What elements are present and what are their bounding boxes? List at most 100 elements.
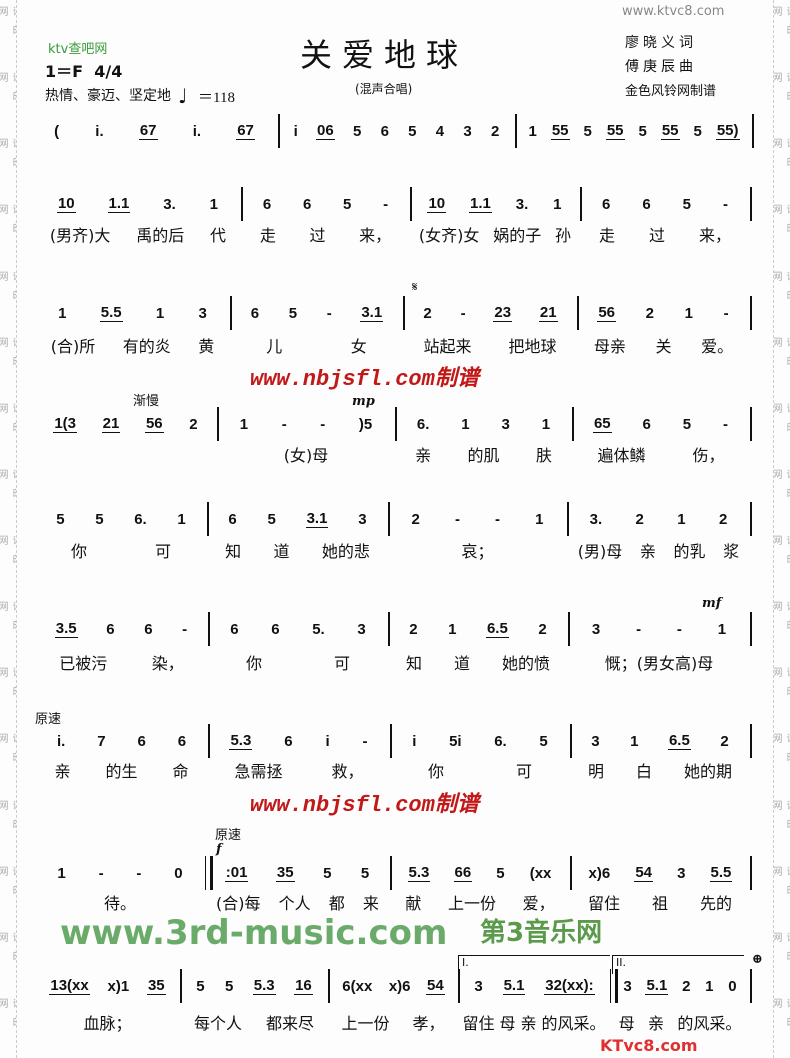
note: - bbox=[182, 620, 188, 638]
lyric-syllable: 亲 bbox=[54, 762, 71, 781]
tempo-bpm: ＝118 bbox=[198, 90, 235, 106]
note: 1 bbox=[541, 415, 551, 433]
lyric-syllable: (男齐)大 bbox=[49, 226, 111, 245]
note: 3 bbox=[501, 415, 510, 433]
note: 5 bbox=[323, 864, 332, 882]
note: 5 bbox=[267, 510, 276, 528]
note: 5 bbox=[225, 977, 234, 995]
lyric-syllable: 哀； bbox=[461, 542, 494, 561]
lyric-syllable: 的风采。 bbox=[677, 1014, 742, 1033]
note: 6. bbox=[134, 510, 147, 528]
note: 1 bbox=[209, 195, 219, 213]
note: 55 bbox=[550, 122, 570, 140]
barline bbox=[388, 502, 390, 536]
note: 5.1 bbox=[502, 977, 526, 995]
measure-notes: i. 7 6 6 bbox=[41, 730, 202, 752]
lyric-syllable: 慨；(男女高)母 bbox=[604, 654, 714, 673]
note: 66 bbox=[453, 864, 473, 882]
barline bbox=[230, 296, 232, 330]
margin-site-label: 词曲网 bbox=[773, 601, 790, 638]
watermark-ktvc8: www.ktvc8.com bbox=[622, 4, 725, 19]
lyrics: 亲 的肌 肤 bbox=[397, 442, 570, 465]
barline bbox=[750, 187, 752, 221]
key-value: 1＝F bbox=[45, 62, 84, 81]
note: 6 bbox=[144, 620, 153, 638]
note: - bbox=[723, 415, 729, 433]
left-margin-strip: 词曲网 词曲网 词曲网 词曲网 词曲网 词曲网 词曲网 词曲网 词曲网 词曲网 词曲网 词曲网 词曲网词… bbox=[0, 0, 17, 1058]
barline bbox=[572, 407, 574, 441]
margin-site-label: 词曲网 bbox=[0, 138, 17, 175]
barline bbox=[577, 296, 579, 330]
lyric-syllable: 每个人 bbox=[193, 1014, 242, 1033]
note: 6 bbox=[284, 732, 293, 750]
lyric-syllable: 爱， bbox=[522, 894, 555, 913]
note: 2 bbox=[682, 977, 691, 995]
lyric-syllable: 已被污 bbox=[59, 654, 108, 673]
barline bbox=[752, 114, 754, 148]
note: 5.5 bbox=[709, 864, 733, 882]
note: 6 bbox=[177, 732, 187, 750]
lyrics: 哀； bbox=[390, 538, 565, 561]
lyric-syllable: 染， bbox=[151, 654, 184, 673]
lyrics: 上一份 孝， bbox=[330, 1010, 456, 1033]
barline bbox=[217, 407, 219, 441]
lyric-syllable: 的生 bbox=[105, 762, 138, 781]
note: 6 bbox=[642, 415, 651, 433]
measure-notes: 1 55 5 55 5 55 5 55) bbox=[521, 120, 746, 142]
note: x)6 bbox=[588, 864, 611, 882]
lyrics: 站起来 把地球 bbox=[405, 333, 575, 356]
lyric-syllable: 个人 bbox=[278, 894, 311, 913]
lyrics: 急需拯 救， bbox=[210, 758, 388, 781]
note: - bbox=[723, 304, 729, 322]
barline bbox=[570, 724, 572, 758]
note: 67 bbox=[236, 122, 255, 140]
note: 2 bbox=[189, 415, 198, 433]
note: 7 bbox=[97, 732, 106, 750]
note: 1 bbox=[553, 195, 562, 213]
lyric-syllable: (合)每 bbox=[216, 894, 261, 913]
note: 6.5 bbox=[485, 620, 509, 638]
margin-site-label: 词曲网 bbox=[0, 270, 17, 307]
margin-site-label: 词曲网 bbox=[773, 6, 790, 42]
lyric-syllable: (合)所 bbox=[50, 337, 96, 356]
measure-notes: 3. 2 1 2 bbox=[573, 508, 744, 530]
lyric-syllable: (女)母 bbox=[283, 446, 329, 465]
margin-site-label: 词曲网 bbox=[773, 667, 790, 704]
note: - bbox=[454, 510, 460, 528]
margin-site-label: 词曲网 bbox=[773, 270, 790, 307]
note: 5 bbox=[360, 864, 370, 882]
note: 5 bbox=[682, 195, 691, 213]
watermark-nbjsfl-2: www.nbjsfl.com制谱 bbox=[250, 793, 479, 818]
note: 1 bbox=[535, 510, 544, 528]
lyric-syllable: 来， bbox=[698, 226, 731, 245]
note: 3 bbox=[357, 620, 366, 638]
lyrics: 你可 bbox=[392, 758, 568, 781]
lyric-syllable: 她的愤 bbox=[501, 654, 550, 673]
lyrics: 献 上一份 爱， bbox=[392, 890, 568, 913]
note: 3. bbox=[515, 195, 529, 213]
note: 54 bbox=[426, 977, 445, 995]
watermark-3rd-music-cn: 第3音乐网 bbox=[480, 918, 603, 948]
lyric-syllable: 她的悲 bbox=[321, 542, 370, 561]
lyric-syllable: 来， bbox=[359, 226, 392, 245]
lyric-syllable: (女齐)女 bbox=[418, 226, 480, 245]
quarter-note-icon: ♩ bbox=[178, 84, 188, 108]
original-tempo-marking-2: 原速 bbox=[215, 828, 242, 843]
margin-site-label: 词曲网 bbox=[0, 72, 17, 109]
watermark-ktv: ktv查吧网 bbox=[48, 42, 108, 57]
lyric-syllable: 道 bbox=[453, 654, 470, 673]
margin-site-label: 词曲网 bbox=[0, 336, 17, 373]
margin-site-label: 词曲网 bbox=[773, 931, 790, 968]
note: 5 bbox=[682, 415, 692, 433]
note: - bbox=[320, 415, 326, 433]
note: 6.5 bbox=[667, 732, 691, 750]
barline bbox=[390, 724, 392, 758]
lyric-syllable: 知 bbox=[225, 542, 242, 561]
barline bbox=[241, 187, 243, 221]
note: - bbox=[722, 195, 728, 213]
volta-bracket-1: I. bbox=[458, 955, 610, 974]
lyrics: 母亲 关 爱。 bbox=[579, 333, 748, 356]
note: 5 bbox=[352, 122, 362, 140]
lyric-syllable: 来 bbox=[362, 894, 379, 913]
margin-site-label: 词曲网 bbox=[0, 6, 17, 42]
